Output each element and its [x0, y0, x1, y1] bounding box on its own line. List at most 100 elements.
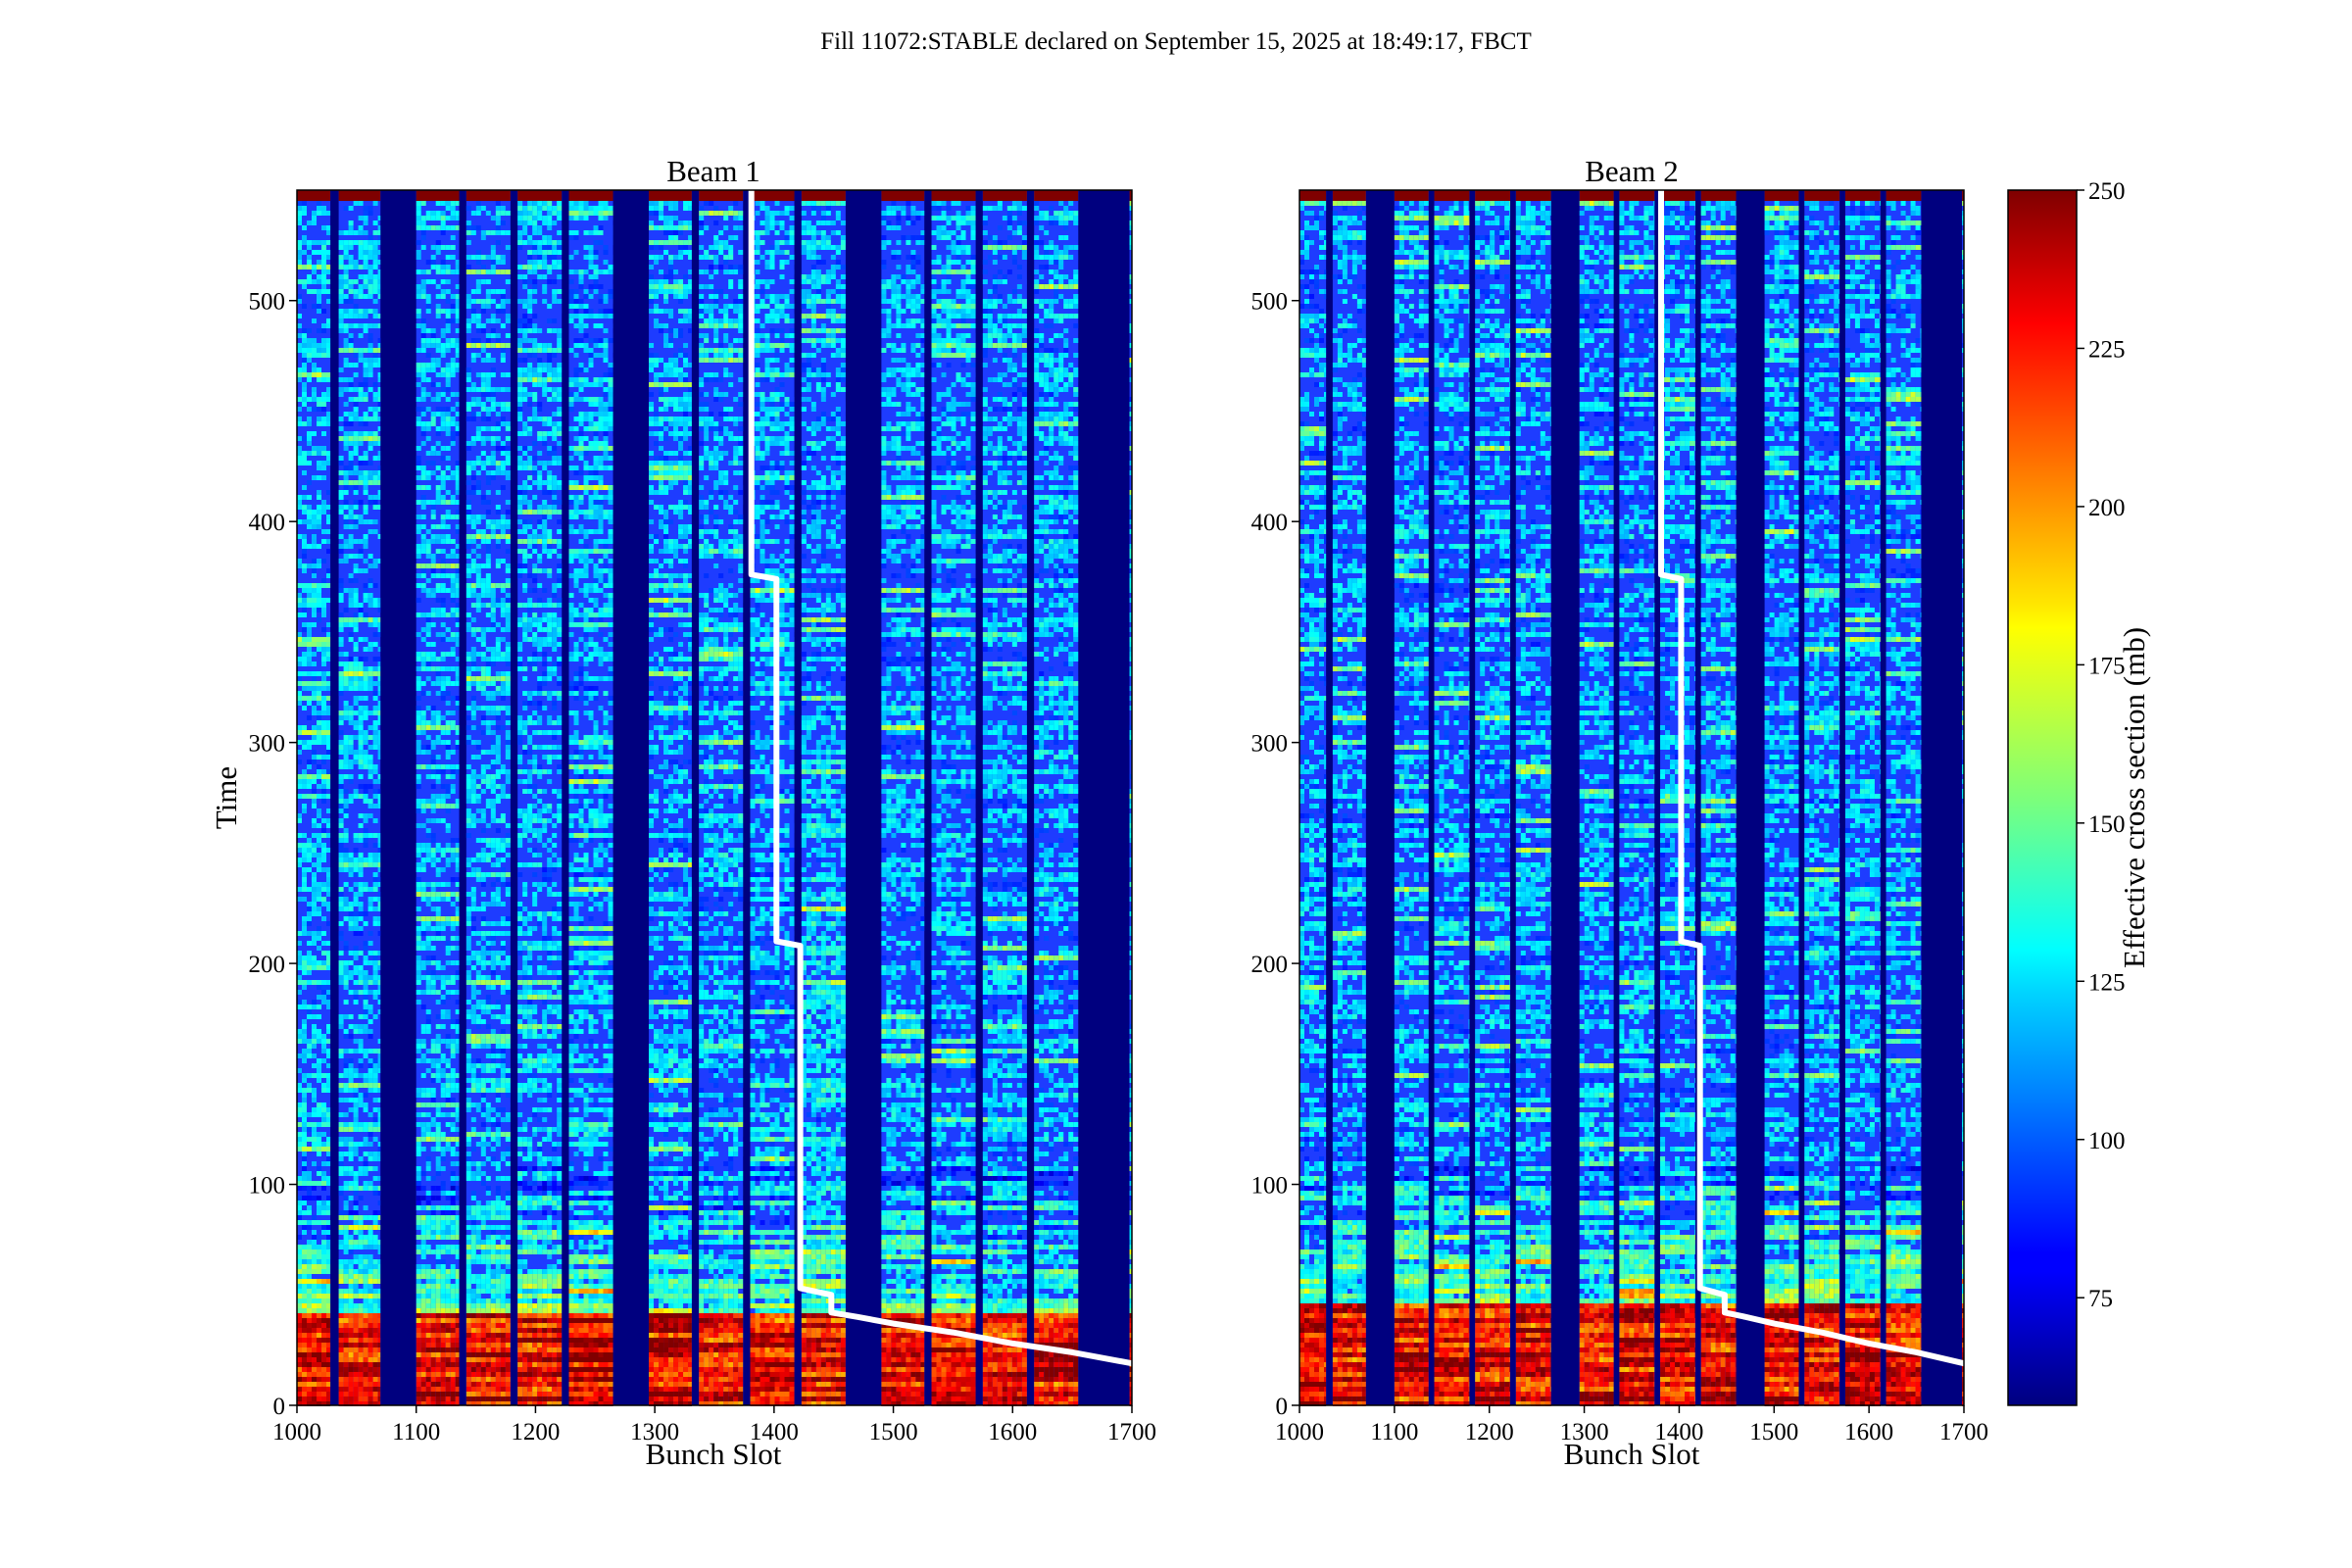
heat-cell — [416, 1264, 421, 1269]
heat-cell — [471, 211, 476, 216]
heat-cell — [326, 1269, 330, 1274]
heat-cell — [321, 858, 326, 862]
heat-cell — [326, 514, 330, 519]
heat-cell — [426, 1284, 431, 1289]
heat-cell — [359, 951, 364, 956]
heat-cell — [431, 1220, 436, 1225]
heat-cell — [451, 475, 456, 480]
heat-cell — [317, 931, 321, 936]
heat-cell — [436, 407, 441, 412]
heat-cell — [302, 1382, 307, 1387]
heat-cell — [307, 1112, 312, 1117]
heat-cell — [344, 524, 349, 529]
heat-cell — [354, 1269, 359, 1274]
heat-cell — [317, 1250, 321, 1254]
heat-cell — [302, 872, 307, 877]
heat-cell — [312, 902, 317, 906]
heat-cell — [421, 392, 426, 397]
heat-cell — [321, 1210, 326, 1215]
heat-cell — [466, 706, 471, 710]
heat-cell — [349, 603, 354, 608]
heat-cell — [436, 1289, 441, 1294]
heat-cell — [339, 598, 344, 603]
heat-cell — [326, 412, 330, 416]
heat-cell — [344, 1289, 349, 1294]
heat-cell — [436, 1308, 441, 1313]
heat-cell — [416, 1058, 421, 1063]
heat-cell — [344, 1382, 349, 1387]
heat-cell — [312, 960, 317, 965]
heat-cell — [349, 573, 354, 578]
heat-cell — [431, 1308, 436, 1313]
heat-cell — [339, 936, 344, 941]
heat-cell — [312, 760, 317, 764]
heat-cell — [373, 769, 378, 774]
heat-cell — [451, 1372, 456, 1377]
heat-cell — [354, 387, 359, 392]
heat-cell — [317, 740, 321, 745]
heat-cell — [354, 1362, 359, 1367]
heat-cell — [344, 309, 349, 314]
heat-cell — [496, 387, 501, 392]
heat-cell — [368, 1004, 373, 1009]
heat-cell — [451, 1294, 456, 1298]
heat-cell — [312, 392, 317, 397]
heat-cell — [486, 299, 491, 304]
heat-cell — [378, 1122, 381, 1127]
heat-cell — [378, 1112, 381, 1117]
heat-cell — [506, 539, 511, 544]
heat-cell — [354, 402, 359, 407]
heat-cell — [321, 657, 326, 662]
heat-cell — [317, 906, 321, 911]
heat-cell — [349, 858, 354, 862]
heat-cell — [307, 1088, 312, 1093]
heat-cell — [446, 1269, 451, 1274]
heat-cell — [312, 774, 317, 779]
heat-cell — [446, 701, 451, 706]
heat-cell — [491, 691, 496, 696]
heat-cell — [456, 1357, 460, 1362]
heat-cell — [496, 309, 501, 314]
heat-cell — [466, 407, 471, 412]
train-top-strip — [416, 190, 460, 201]
heat-cell — [506, 534, 511, 539]
heat-cell — [421, 637, 426, 642]
heat-cell — [501, 372, 506, 377]
heat-cell — [312, 1181, 317, 1186]
heat-cell — [364, 1009, 368, 1014]
heat-cell — [368, 1078, 373, 1083]
heat-cell — [359, 774, 364, 779]
heat-cell — [446, 416, 451, 421]
heat-cell — [317, 1284, 321, 1289]
heat-cell — [307, 1318, 312, 1323]
heat-cell — [317, 755, 321, 760]
heat-cell — [436, 1142, 441, 1147]
heat-cell — [466, 343, 471, 348]
heat-cell — [373, 1377, 378, 1382]
heat-cell — [466, 206, 471, 211]
heat-cell — [373, 505, 378, 510]
heat-cell — [476, 328, 481, 333]
heat-cell — [354, 647, 359, 652]
heat-cell — [506, 524, 511, 529]
heat-cell — [506, 451, 511, 456]
heat-cell — [431, 887, 436, 892]
heat-cell — [307, 848, 312, 853]
heat-cell — [421, 514, 426, 519]
heat-cell — [373, 1308, 378, 1313]
heat-cell — [496, 710, 501, 715]
heat-cell — [426, 1377, 431, 1382]
heat-cell — [456, 309, 460, 314]
heat-cell — [436, 382, 441, 387]
heat-cell — [506, 681, 511, 686]
heat-cell — [456, 564, 460, 568]
heat-cell — [359, 603, 364, 608]
heat-cell — [446, 1279, 451, 1284]
heat-cell — [451, 416, 456, 421]
heat-cell — [378, 980, 381, 985]
heat-cell — [339, 691, 344, 696]
heat-cell — [321, 848, 326, 853]
heat-cell — [302, 779, 307, 784]
heat-cell — [312, 936, 317, 941]
heat-cell — [317, 995, 321, 1000]
